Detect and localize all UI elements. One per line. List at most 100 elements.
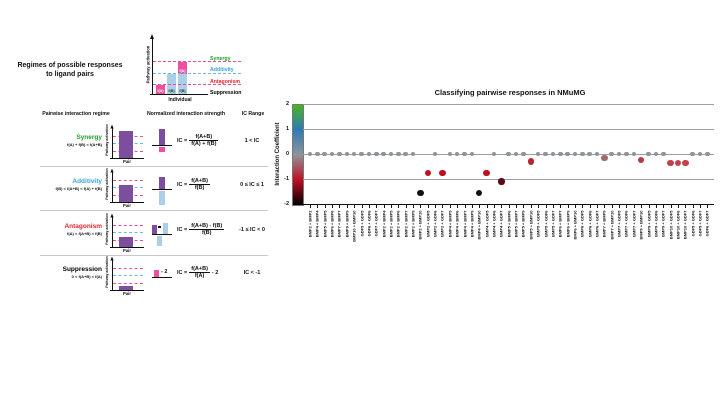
ic-range-value: -1 ≤ IC < 0 [239, 227, 265, 233]
x-tick [508, 205, 510, 208]
regime-name: Antagonism [64, 223, 102, 230]
data-point-BMP7+BMP9 [601, 154, 608, 161]
mini-y-arrow-icon [110, 213, 114, 218]
threshold-dashed-line [153, 73, 241, 74]
row-separator [40, 166, 268, 167]
x-label-BMP6+BMP10: BMP6 + BMP10 [572, 210, 578, 240]
legend-region-antagonism: Antagonism [210, 79, 240, 85]
formula-fraction: f(A+B) f(B) [189, 178, 210, 191]
mini-y-axis [112, 128, 113, 158]
regime-mini-chart: Pathway activation Pair [104, 124, 148, 164]
x-label-BMP10+GDF7: BMP10 + GDF7 [682, 210, 688, 240]
glyph-blue-bar [163, 223, 168, 234]
x-label-BMP2+GDF7: BMP2 + GDF7 [439, 210, 445, 237]
regime-row-additivity: Additivity f(B) < f(A+B) < f(A) + f(B) P… [0, 166, 300, 209]
data-point-BMP9+GDF5 [646, 151, 651, 157]
formula-denominator: f(B) [189, 184, 210, 191]
data-point-GDF6+GDF7 [705, 151, 710, 157]
legend-bar-label: f(A) [157, 89, 164, 93]
x-tick [405, 205, 407, 208]
data-point-BMP5+BMP7 [513, 151, 519, 157]
x-tick [523, 205, 525, 208]
x-tick [685, 205, 687, 208]
data-point-BMP9+GDF6 [653, 151, 659, 157]
x-axis-line [303, 204, 714, 206]
data-point-BMP7+BMP10 [609, 151, 615, 157]
data-point-BMP5+GDF5 [535, 151, 541, 157]
regime-mini-chart: Pathway activation Pair [104, 168, 148, 208]
x-label-BMP7+BMP10: BMP7 + BMP10 [609, 210, 615, 240]
data-point-BMP5+GDF6 [543, 151, 548, 157]
x-label-BMP6+GDF7: BMP6 + GDF7 [594, 210, 600, 237]
glyph-pink-bar [154, 270, 159, 277]
formula-numerator: f(A+B) [191, 178, 208, 184]
data-point-BMP6+GDF7 [594, 151, 600, 157]
regime-condition: 0 < f(A+B) < f(A) [71, 274, 102, 279]
mini-y-arrow-icon [110, 256, 114, 261]
data-point-BMP4+GDF6 [491, 151, 497, 157]
regime-row-suppression: Suppression 0 < f(A+B) < f(A) Pathway ac… [0, 254, 300, 297]
mini-threshold-mid [113, 232, 143, 233]
data-point-GDF5+GDF5 [359, 151, 364, 157]
data-point-BMP6+GDF5 [580, 151, 585, 157]
x-label-BMP4+BMP9: BMP4 + BMP9 [469, 210, 475, 238]
data-point-GDF6+GDF6 [366, 151, 372, 157]
x-tick [420, 205, 422, 208]
data-point-BMP2+BMP2 [307, 151, 313, 157]
threshold-dashed-line [153, 84, 241, 85]
ic-formula: IC = f(A+B) - f(B) f(B) [177, 223, 226, 236]
x-label-BMP5+BMP9: BMP5 + BMP9 [520, 210, 526, 238]
x-tick [464, 205, 466, 208]
data-point-BMP9+GDF7 [660, 151, 666, 157]
regime-table: Synergy f(A) + f(B) < f(A+B) Pathway act… [0, 118, 300, 303]
x-label-BMP4+GDF7: BMP4 + GDF7 [498, 210, 504, 237]
legend-region-suppression: Suppression [210, 90, 242, 96]
data-point-BMP2+BMP7 [403, 151, 408, 157]
formula-numerator: f(A+B) [195, 134, 213, 140]
glyph-baseline [152, 277, 172, 279]
x-tick [354, 205, 356, 208]
regime-row-antagonism: Antagonism f(A) < f(A+B) < f(B) Pathway … [0, 211, 300, 254]
x-label-BMP2+BMP7: BMP2 + BMP7 [403, 210, 409, 238]
x-tick [457, 205, 459, 208]
data-point-BMP9+BMP10 [638, 157, 645, 164]
mini-threshold-low [113, 283, 143, 284]
colorbar-tick--1: -1 [284, 175, 289, 182]
data-point-BMP2+BMP4 [381, 151, 386, 157]
formula-numerator: f(A+B) - f(B) [191, 223, 223, 229]
x-tick [376, 205, 378, 208]
strength-glyph-suppression: - 2 [152, 256, 174, 296]
formula-lhs: IC = [177, 269, 188, 276]
mini-x-axis [110, 202, 144, 203]
interaction-coefficient-colorbar [292, 104, 304, 206]
x-label-BMP2+BMP9: BMP2 + BMP9 [410, 210, 416, 238]
legend-chart: Pathway activation Individual f(A) f(B) f(… [140, 20, 300, 112]
legend-bar-fA: f(A) [156, 85, 165, 94]
x-label-BMP5+GDF6: BMP5 + GDF6 [543, 210, 549, 237]
ic-range-value: IC < -1 [243, 270, 261, 276]
x-label-BMP6+BMP9: BMP6 + BMP9 [565, 210, 571, 238]
threshold-dashed-line [153, 61, 241, 62]
ic-range-value: 1 < IC [244, 138, 260, 144]
x-tick [560, 205, 562, 208]
x-tick [552, 205, 554, 208]
x-tick [442, 205, 444, 208]
formula-lhs: IC = [177, 181, 188, 188]
glyph-baseline [152, 145, 172, 147]
data-point-BMP4+GDF7 [498, 178, 505, 185]
x-tick [538, 205, 540, 208]
regime-mini-chart: Pathway activation Pair [104, 256, 148, 296]
x-tick [604, 205, 606, 208]
regime-name: Suppression [62, 266, 102, 273]
legend-regions: Synergy Additivity Antagonism Suppression [140, 20, 300, 112]
x-tick [619, 205, 621, 208]
colorbar-tick-1: 1 [285, 125, 289, 132]
data-point-BMP6+BMP6 [329, 151, 335, 157]
formula-lhs: IC = [177, 226, 188, 233]
x-tick [390, 205, 392, 208]
x-label-BMP2+BMP5: BMP2 + BMP5 [388, 210, 394, 238]
x-tick [567, 205, 569, 208]
formula-denominator: f(A) [189, 272, 210, 279]
data-point-BMP7+GDF7 [631, 151, 637, 157]
